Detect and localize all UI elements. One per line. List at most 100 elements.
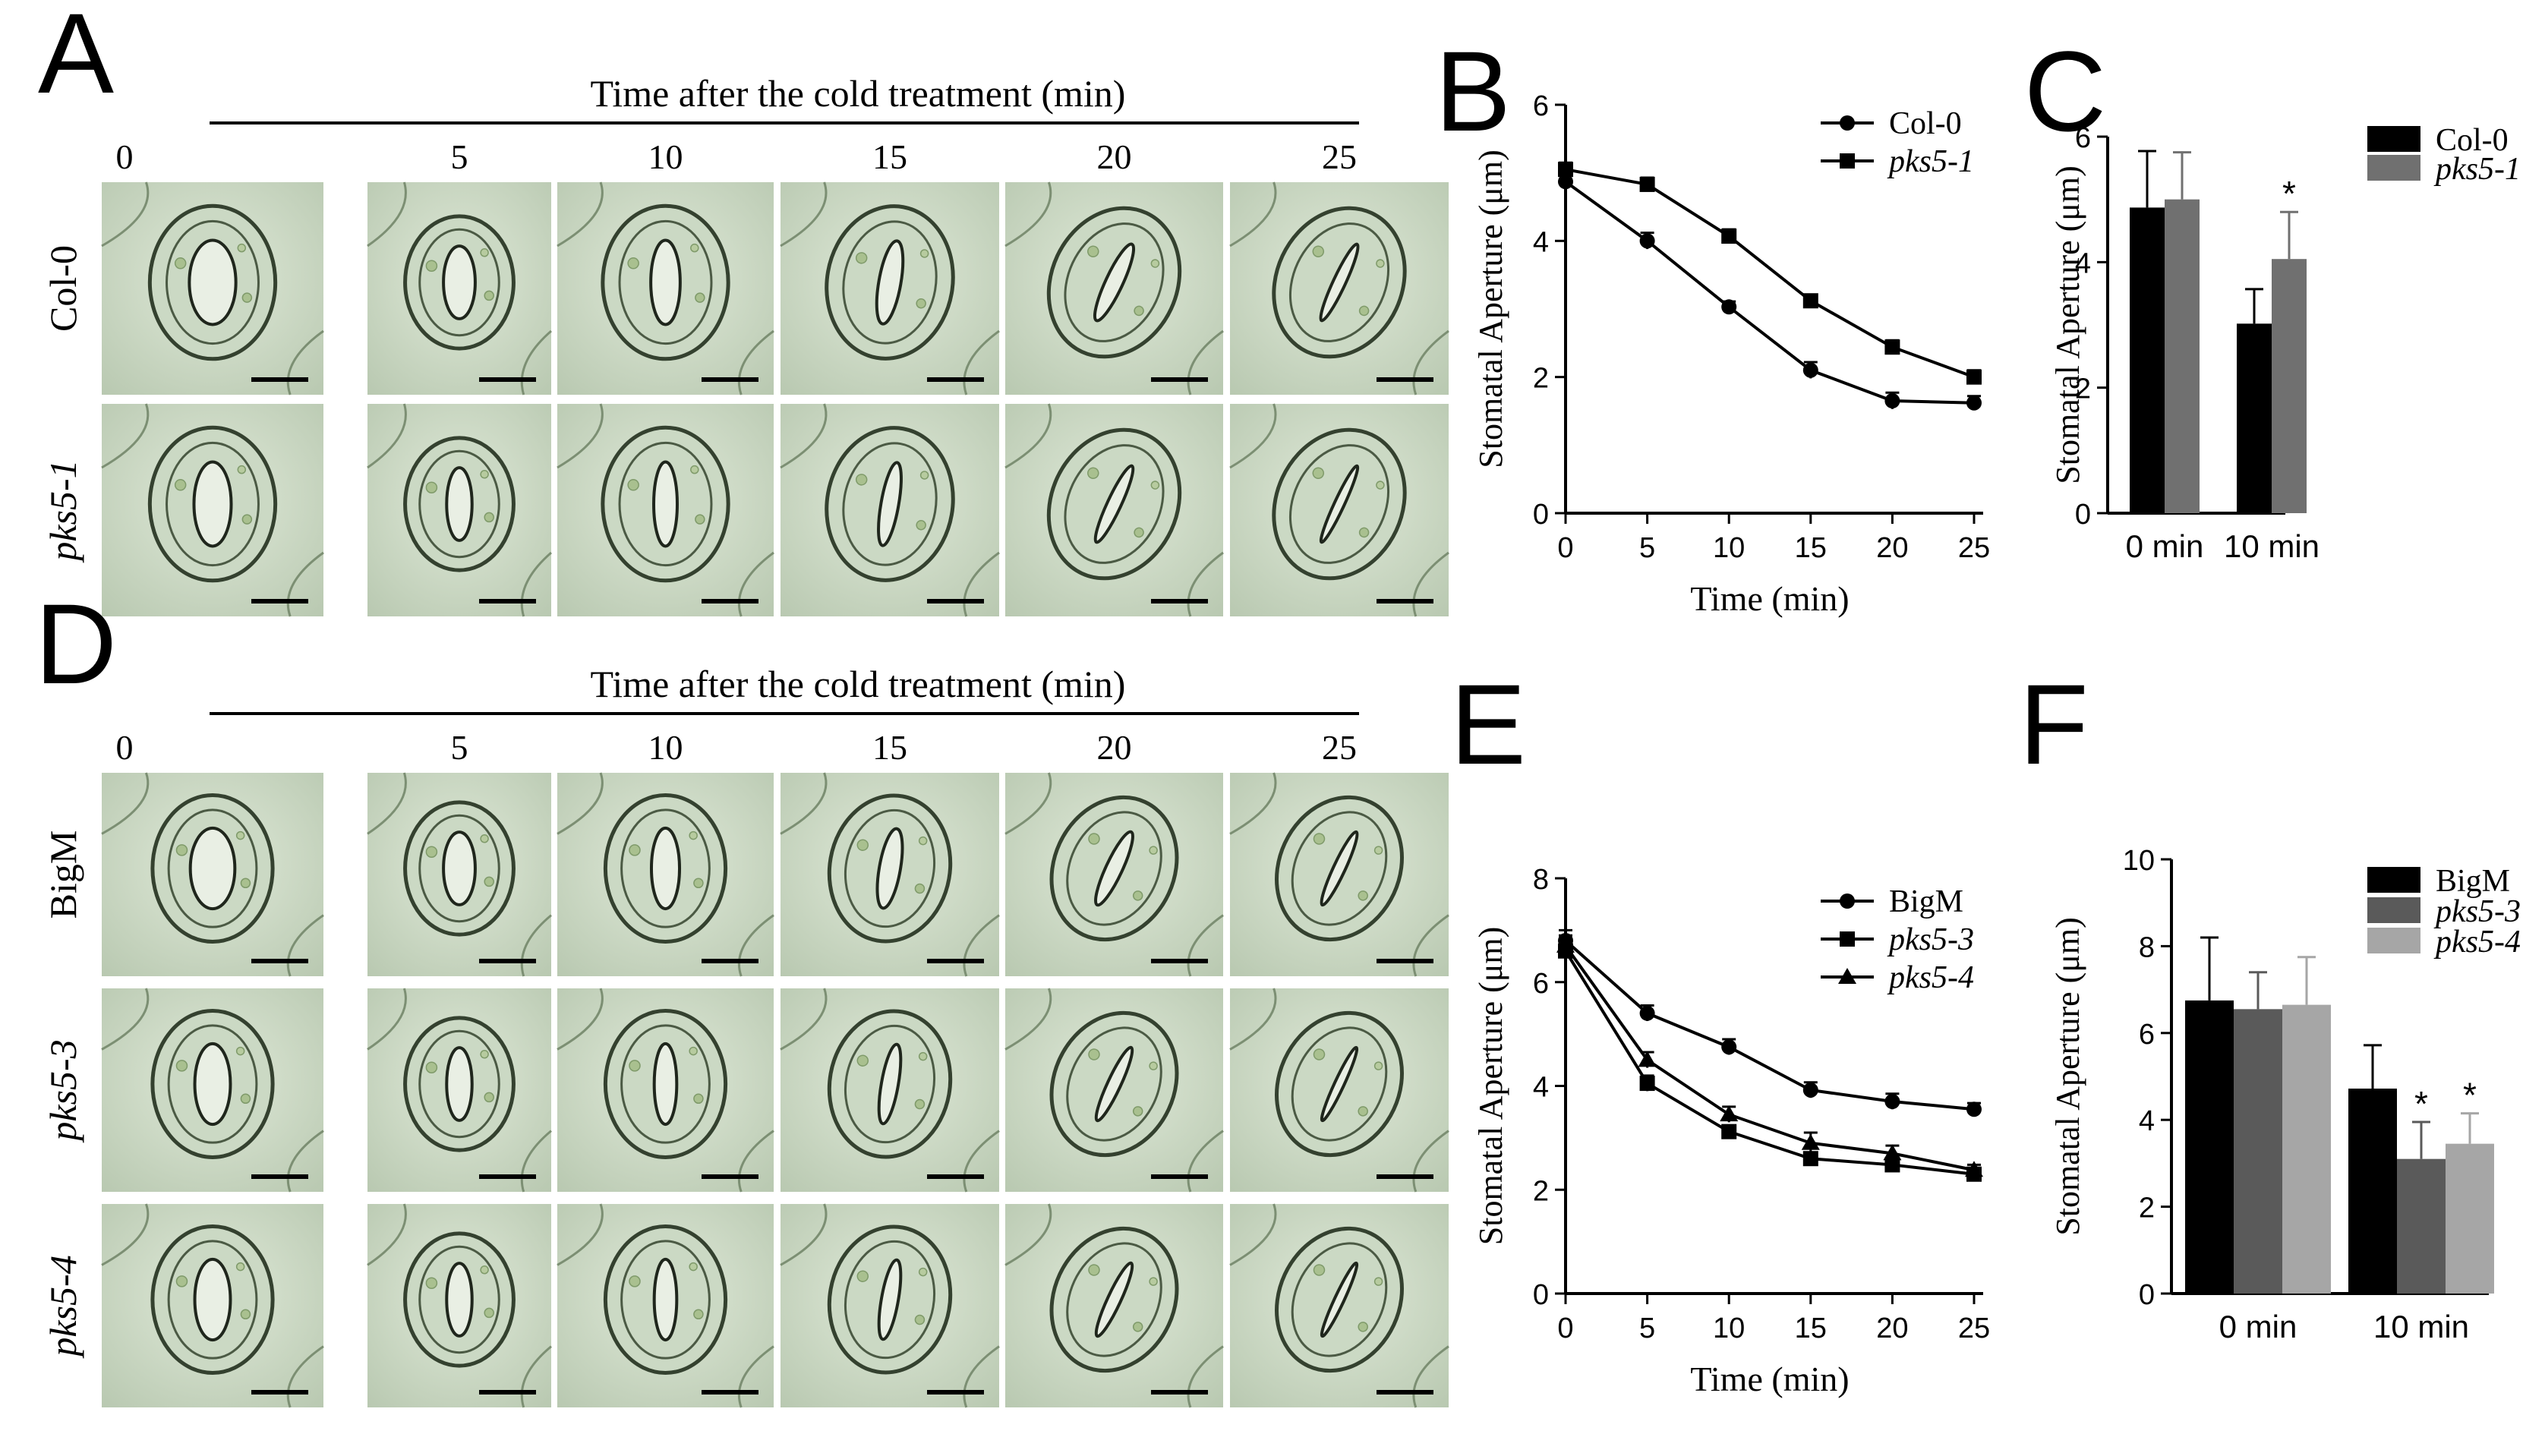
legend-label: Col-0: [2436, 123, 2509, 158]
chloroplast: [1134, 305, 1144, 317]
x-tick-label: 10: [1713, 1313, 1745, 1344]
x-tick-label: 20: [1876, 532, 1908, 564]
stoma: [603, 1009, 728, 1159]
time-label: 15: [872, 728, 907, 767]
chloroplast: [425, 260, 438, 272]
chloroplast: [918, 1267, 928, 1277]
micrograph-grid-D: D Time after the cold treatment (min) 0 5 10…: [35, 580, 1449, 1408]
stoma: [150, 1009, 275, 1159]
stomatal-pore: [1319, 242, 1360, 323]
chloroplast: [627, 479, 639, 491]
micrograph-grid-A: A Time after the cold treatment (min) 0 5 10…: [38, 0, 1449, 617]
stoma: [603, 1224, 728, 1375]
chloroplast: [237, 465, 247, 474]
chloroplast: [425, 481, 438, 493]
legend-label: pks5-4: [1887, 960, 1974, 995]
cell-wall: [1004, 1203, 1052, 1266]
chloroplast: [914, 1098, 926, 1110]
chloroplast: [1312, 245, 1325, 258]
chloroplast: [425, 846, 438, 858]
chloroplast: [918, 1051, 928, 1061]
chloroplast: [1358, 890, 1368, 901]
y-tick-label: 6: [2075, 122, 2091, 154]
y-tick-label: 2: [2075, 373, 2091, 405]
cell-wall: [367, 403, 407, 469]
chloroplast: [480, 248, 489, 257]
chloroplast: [484, 1307, 494, 1319]
data-point: [1884, 1094, 1900, 1110]
cell-wall: [1412, 1130, 1449, 1193]
time-header: Time after the cold treatment (min): [591, 663, 1126, 705]
stoma: [1275, 795, 1404, 942]
guard-cell-inner: [167, 1024, 258, 1144]
panel-letter-E: E: [1450, 660, 1526, 788]
chloroplast: [240, 878, 251, 889]
legend-marker: [1840, 893, 1855, 909]
micrograph-cell: [1229, 988, 1449, 1193]
significance-mark: *: [2414, 1084, 2428, 1124]
micrograph-cell: [367, 988, 552, 1193]
chloroplast: [480, 834, 489, 843]
chloroplast: [1358, 1106, 1368, 1117]
chloroplast: [1376, 259, 1385, 268]
y-tick-label: 0: [1533, 499, 1549, 531]
chloroplast: [689, 1262, 698, 1272]
cell-wall: [1412, 914, 1449, 977]
stoma: [825, 204, 955, 361]
stoma: [403, 800, 516, 937]
cell-wall: [1412, 551, 1449, 617]
chloroplast: [695, 514, 705, 525]
cell-wall: [963, 1130, 1000, 1193]
row-label: BigM: [42, 830, 84, 919]
guard-cell-inner: [1064, 444, 1165, 564]
chloroplast: [175, 1060, 188, 1072]
stomatal-pore: [1320, 830, 1359, 907]
micrograph-cell: [780, 1203, 1000, 1408]
data-point: [1965, 1161, 1983, 1177]
data-point: [1721, 1039, 1737, 1055]
chloroplast: [693, 1093, 704, 1105]
chloroplast: [693, 1309, 704, 1320]
chloroplast: [1149, 846, 1158, 855]
y-tick-label: 2: [1533, 363, 1549, 395]
cell-wall: [1187, 329, 1224, 396]
chloroplast: [856, 1270, 869, 1282]
stomatal-pore: [649, 238, 682, 326]
stomatal-pore: [442, 244, 477, 320]
chloroplast: [629, 1060, 641, 1072]
data-point: [1884, 339, 1900, 355]
micrograph-cell: [557, 403, 774, 617]
micrograph-cell: [101, 1203, 324, 1408]
stomatal-pore: [445, 1262, 474, 1338]
chloroplast: [1149, 1277, 1158, 1286]
chloroplast: [1150, 481, 1160, 490]
data-point: [1558, 174, 1573, 190]
stoma: [1272, 427, 1407, 581]
stomatal-pore: [1093, 242, 1136, 323]
cell-wall: [737, 329, 774, 396]
micrograph-cell: [780, 988, 1000, 1193]
cell-wall: [286, 1345, 324, 1408]
cell-wall: [1229, 181, 1277, 247]
data-point: [1966, 369, 1982, 385]
chloroplast: [241, 514, 253, 525]
data-point: [1639, 1005, 1655, 1021]
guard-cell-inner: [1288, 444, 1390, 564]
chloroplast: [235, 830, 245, 840]
bar: [2234, 1009, 2282, 1294]
bar: [2397, 1158, 2446, 1294]
chloroplast: [1087, 467, 1099, 480]
chloroplast: [175, 1275, 188, 1287]
chloroplast: [1088, 1048, 1100, 1060]
guard-cell-inner: [1291, 1026, 1388, 1142]
time-label: 20: [1097, 728, 1132, 767]
chloroplast: [1358, 527, 1370, 538]
cell-wall: [101, 403, 150, 469]
stomatal-pore: [1319, 464, 1360, 544]
data-point: [1558, 162, 1573, 178]
chloroplast: [425, 1277, 438, 1289]
cell-wall: [286, 551, 324, 617]
y-tick-label: 4: [2139, 1105, 2155, 1137]
y-tick-label: 0: [1533, 1279, 1549, 1311]
micrograph-cell: [1004, 181, 1224, 396]
